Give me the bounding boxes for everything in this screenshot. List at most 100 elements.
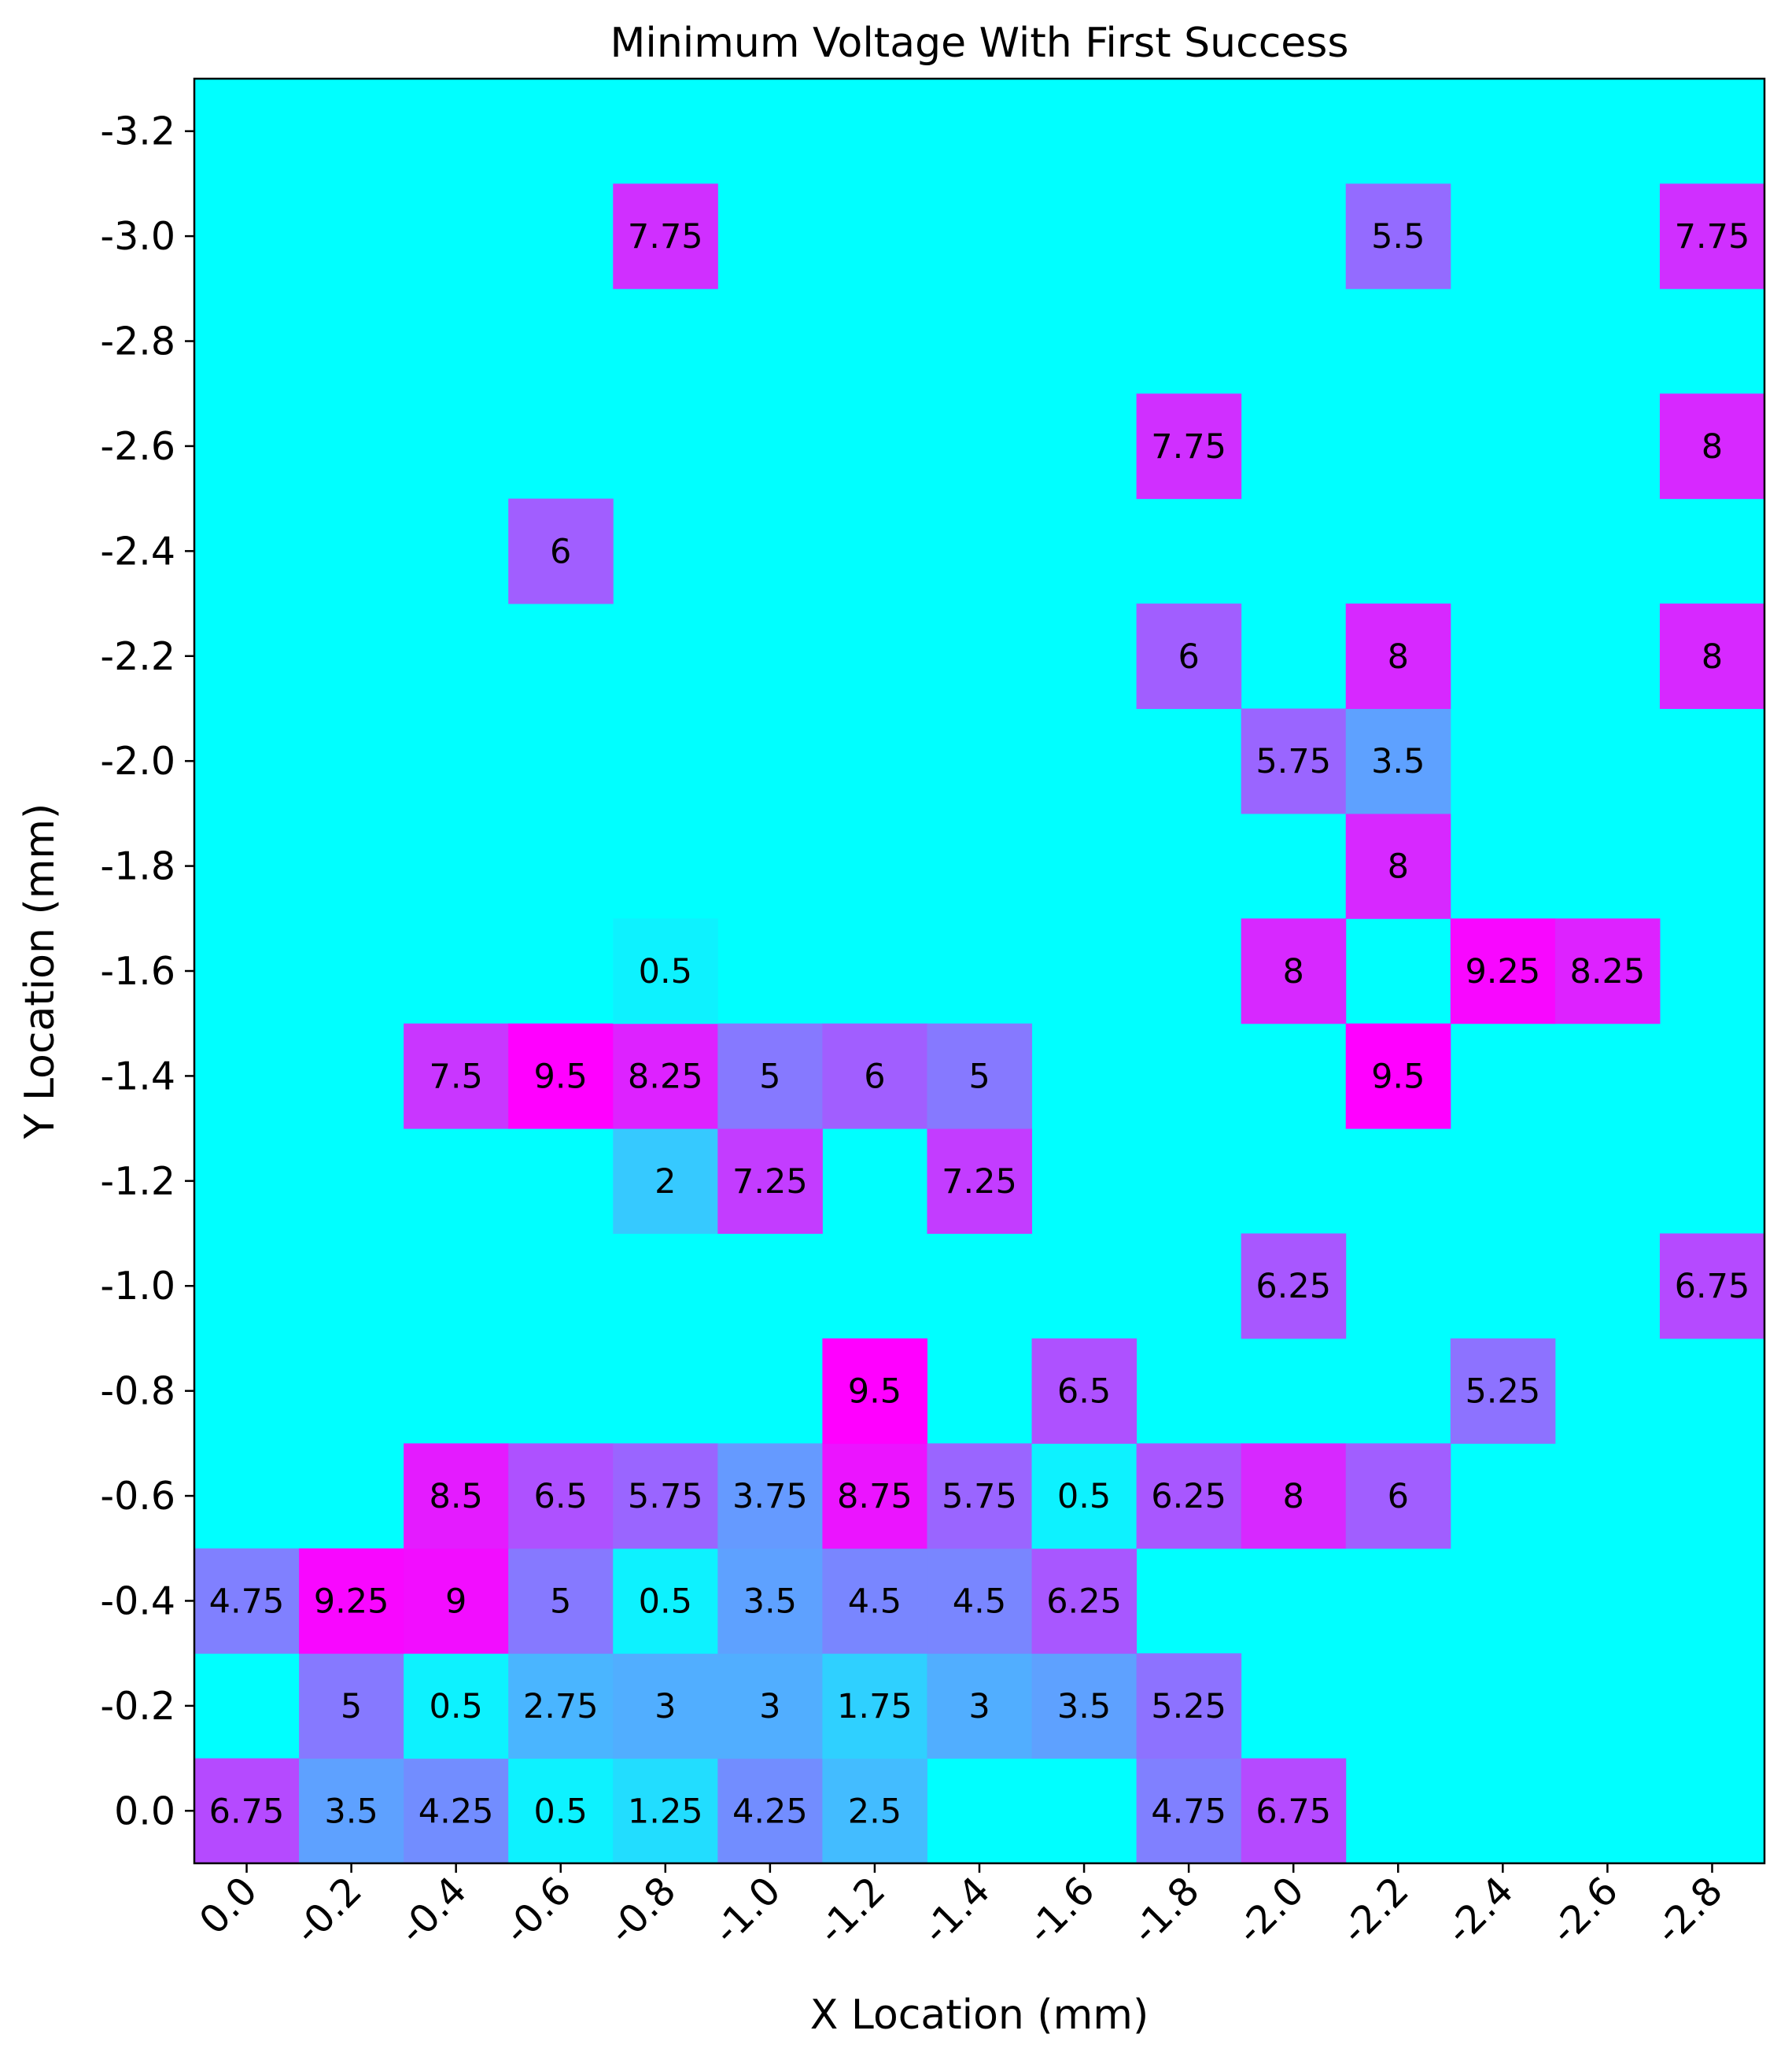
heatmap-cell <box>404 1548 509 1654</box>
cell-value-label: 9.5 <box>1371 1057 1425 1096</box>
cell-value-label: 4.25 <box>419 1792 494 1831</box>
cell-value-label: 9 <box>445 1582 466 1621</box>
x-tick-label: -0.2 <box>286 1868 371 1953</box>
heatmap-cell <box>1554 918 1661 1024</box>
cell-value-label: 8 <box>1283 952 1304 991</box>
cell-value-label: 4.75 <box>1151 1792 1226 1831</box>
cell-value-label: 7.25 <box>732 1162 808 1202</box>
heatmap-cell <box>508 498 614 604</box>
heatmap-cell <box>1345 813 1451 919</box>
heatmap-cells <box>194 183 1765 1864</box>
heatmap-cell-labels: 6.75 3.5 4.25 0.5 1.25 4.25 2.5 4.75 6.75 5 0.5 2.7… <box>209 217 1750 1831</box>
heatmap-cell <box>1241 1233 1347 1339</box>
heatmap-cell <box>822 1653 927 1759</box>
heatmap-cell <box>717 1758 823 1864</box>
cell-value-label: 7.75 <box>1151 427 1226 467</box>
heatmap-cell <box>613 183 718 290</box>
x-axis-ticks: 0.0 -0.2 -0.4 -0.6 -0.8 -1.0 -1.2 -1.4 -1.6 -1.8-… <box>191 1863 1731 1953</box>
y-tick-label: -0.4 <box>100 1578 175 1623</box>
heatmap-cell <box>613 1443 718 1549</box>
cell-value-label: 3.5 <box>1057 1687 1111 1726</box>
cell-value-label: 4.5 <box>848 1582 902 1621</box>
cell-value-label: 5 <box>759 1057 780 1096</box>
cell-value-label: 8 <box>1388 637 1409 677</box>
cell-value-label: 3.5 <box>743 1582 797 1621</box>
heatmap-cell <box>1345 1443 1451 1549</box>
cell-value-label: 0.5 <box>639 1582 692 1621</box>
x-tick-label: -2.0 <box>1228 1868 1313 1953</box>
cell-value-label: 3 <box>759 1687 780 1726</box>
cell-value-label: 3.5 <box>324 1792 378 1831</box>
x-tick-label: 0.0 <box>191 1868 266 1943</box>
x-tick-label: -1.4 <box>914 1868 999 1953</box>
cell-value-label: 4.25 <box>732 1792 808 1831</box>
cell-value-label: 1.25 <box>628 1792 703 1831</box>
heatmap-cell <box>927 1443 1033 1549</box>
y-tick-label: -0.2 <box>100 1684 175 1729</box>
heatmap-cell <box>1659 183 1765 290</box>
heatmap-cell <box>299 1758 404 1864</box>
cell-value-label: 8 <box>1283 1477 1304 1516</box>
heatmap-cell <box>1136 1758 1242 1864</box>
heatmap-cell <box>822 1548 927 1654</box>
y-tick-label: -3.2 <box>100 109 175 154</box>
cell-value-label: 5.25 <box>1151 1687 1226 1726</box>
cell-value-label: 0.5 <box>534 1792 588 1831</box>
heatmap-cell <box>1659 1233 1765 1339</box>
heatmap-cell <box>299 1548 404 1654</box>
cell-value-label: 7.75 <box>1675 217 1750 257</box>
heatmap-cell <box>1345 1023 1451 1129</box>
cell-value-label: 1.75 <box>837 1687 913 1726</box>
heatmap-cell <box>508 1653 614 1759</box>
cell-value-label: 6.75 <box>209 1792 285 1831</box>
heatmap-cell <box>717 1023 823 1129</box>
cell-value-label: 5 <box>968 1057 990 1096</box>
x-tick-label: -2.2 <box>1333 1868 1418 1953</box>
cell-value-label: 6.75 <box>1256 1792 1331 1831</box>
cell-value-label: 5.75 <box>1256 742 1331 781</box>
cell-value-label: 8.75 <box>837 1477 913 1516</box>
y-tick-label: -2.4 <box>100 529 175 574</box>
heatmap-cell <box>927 1548 1033 1654</box>
heatmap-cell <box>508 1548 614 1654</box>
cell-value-label: 3 <box>968 1687 990 1726</box>
y-tick-label: -1.4 <box>100 1054 175 1098</box>
heatmap-cell <box>404 1653 509 1759</box>
heatmap-cell <box>299 1653 404 1759</box>
x-tick-label: -0.8 <box>599 1868 684 1953</box>
y-tick-label: -2.6 <box>100 424 175 469</box>
heatmap-cell <box>822 1758 927 1864</box>
cell-value-label: 9.5 <box>848 1372 902 1412</box>
heatmap-cell <box>1345 708 1451 814</box>
heatmap-cell <box>613 1128 718 1235</box>
x-tick-label: -0.4 <box>390 1868 475 1953</box>
cell-value-label: 5.75 <box>628 1477 703 1516</box>
cell-value-label: 6.25 <box>1151 1477 1226 1516</box>
x-tick-label: -2.6 <box>1542 1868 1627 1953</box>
cell-value-label: 3.75 <box>732 1477 808 1516</box>
heatmap-cell <box>194 1548 300 1654</box>
y-axis-label: Y Location (mm) <box>17 803 64 1140</box>
heatmap-cell <box>1031 1548 1138 1654</box>
x-tick-label: -0.6 <box>495 1868 580 1953</box>
cell-value-label: 5.5 <box>1371 217 1425 257</box>
heatmap-cell <box>613 1548 718 1654</box>
y-tick-label: -2.0 <box>100 739 175 784</box>
heatmap-cell <box>1031 1443 1138 1549</box>
cell-value-label: 9.5 <box>534 1057 588 1096</box>
heatmap-cell <box>927 1023 1033 1129</box>
cell-value-label: 8 <box>1388 847 1409 887</box>
cell-value-label: 8.25 <box>628 1057 703 1096</box>
heatmap-cell <box>404 1443 509 1549</box>
heatmap-cell <box>1031 1338 1138 1444</box>
heatmap-cell <box>1450 918 1556 1024</box>
y-tick-label: -1.8 <box>100 844 175 889</box>
cell-value-label: 6 <box>864 1057 885 1096</box>
heatmap-cell <box>613 1653 718 1759</box>
heatmap-cell <box>1136 393 1242 500</box>
y-tick-label: -2.8 <box>100 319 175 364</box>
cell-value-label: 4.75 <box>209 1582 285 1621</box>
cell-value-label: 8 <box>1702 427 1723 467</box>
heatmap-cell <box>717 1128 823 1235</box>
heatmap-cell <box>927 1653 1033 1759</box>
